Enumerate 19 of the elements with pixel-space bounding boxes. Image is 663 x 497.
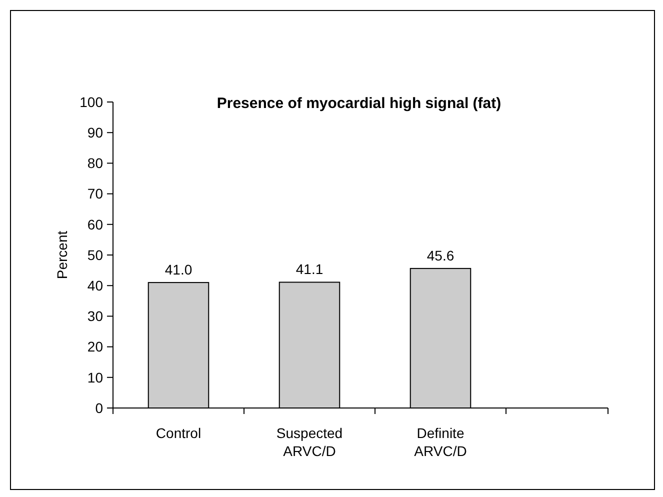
x-tick-label: Definite ARVC/D [414, 425, 467, 459]
y-tick-label: 60 [87, 216, 104, 232]
y-tick-label: 30 [87, 308, 104, 324]
y-axis-title: Percent [54, 230, 70, 280]
data-label: 41.0 [164, 262, 192, 278]
y-tick-label: 50 [87, 246, 104, 263]
x-tick-label: Control [156, 425, 202, 441]
y-tick-label: 90 [87, 124, 104, 140]
y-tick-label: 0 [95, 400, 104, 416]
y-tick-label: 20 [87, 338, 104, 355]
y-tick-label: 70 [87, 186, 104, 202]
y-tick-label: 10 [87, 369, 104, 386]
data-label: 45.6 [426, 247, 454, 264]
x-tick-label: Suspected ARVC/D [276, 425, 343, 459]
chart-title: Presence of myocardial high signal (fat) [216, 95, 502, 112]
y-tick-label: 100 [80, 94, 104, 110]
y-tick-label: 40 [87, 278, 104, 294]
y-tick-label: 80 [87, 155, 104, 172]
data-label: 41.1 [296, 261, 324, 278]
